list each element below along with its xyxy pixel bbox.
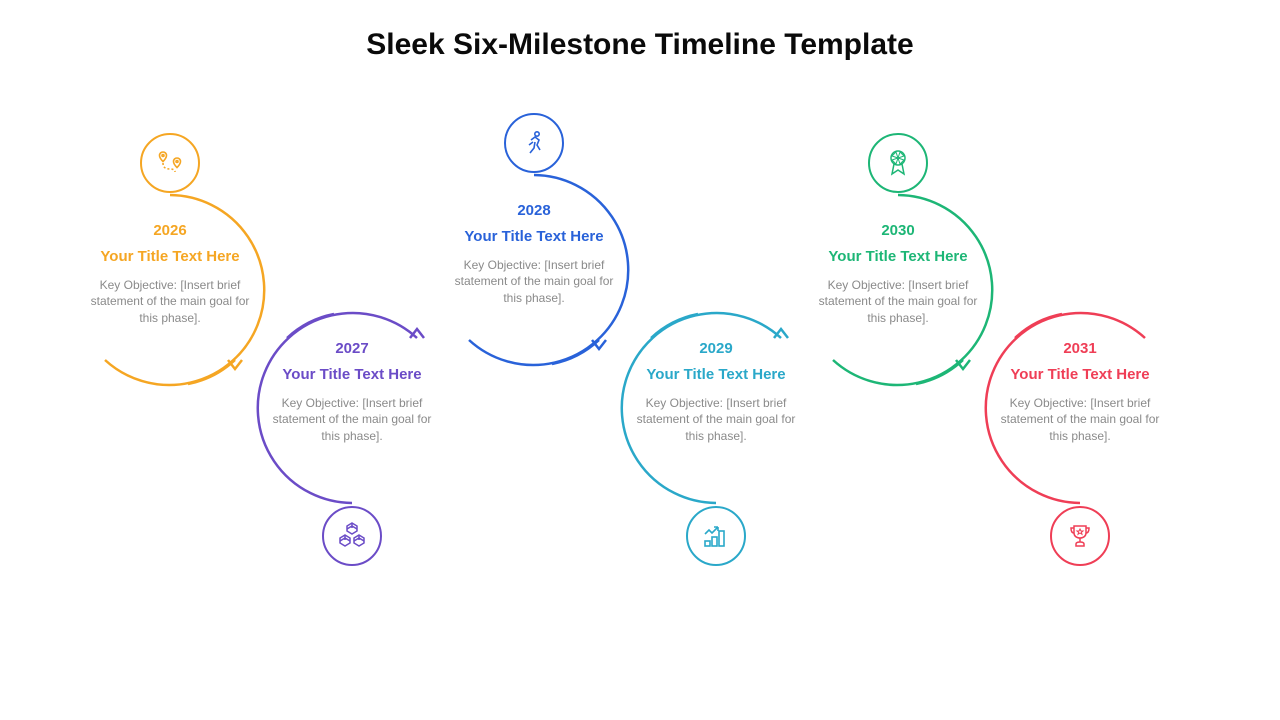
milestone-subtitle: Your Title Text Here bbox=[85, 247, 255, 267]
map-pins-icon bbox=[140, 133, 200, 193]
milestone-year: 2031 bbox=[995, 340, 1165, 357]
ribbon-icon bbox=[868, 133, 928, 193]
milestone-year: 2029 bbox=[631, 340, 801, 357]
milestone-body: Key Objective: [Insert brief statement o… bbox=[267, 395, 437, 445]
milestone-3: 2028 Your Title Text Here Key Objective:… bbox=[449, 202, 619, 307]
milestone-body: Key Objective: [Insert brief statement o… bbox=[995, 395, 1165, 445]
milestone-year: 2028 bbox=[449, 202, 619, 219]
chart-up-icon bbox=[686, 506, 746, 566]
milestone-body: Key Objective: [Insert brief statement o… bbox=[449, 257, 619, 307]
cubes-icon bbox=[322, 506, 382, 566]
milestone-subtitle: Your Title Text Here bbox=[631, 365, 801, 385]
milestone-5: 2030 Your Title Text Here Key Objective:… bbox=[813, 222, 983, 327]
milestone-subtitle: Your Title Text Here bbox=[813, 247, 983, 267]
page-title: Sleek Six-Milestone Timeline Template bbox=[0, 28, 1280, 62]
runner-icon bbox=[504, 113, 564, 173]
milestone-year: 2030 bbox=[813, 222, 983, 239]
arrow-down-5 bbox=[954, 358, 972, 372]
milestone-body: Key Objective: [Insert brief statement o… bbox=[631, 395, 801, 445]
arrow-up-2 bbox=[408, 326, 426, 340]
arrow-down-1 bbox=[226, 358, 244, 372]
milestone-year: 2026 bbox=[85, 222, 255, 239]
milestone-6: 2031 Your Title Text Here Key Objective:… bbox=[995, 340, 1165, 445]
milestone-body: Key Objective: [Insert brief statement o… bbox=[813, 277, 983, 327]
milestone-4: 2029 Your Title Text Here Key Objective:… bbox=[631, 340, 801, 445]
trophy-icon bbox=[1050, 506, 1110, 566]
milestone-subtitle: Your Title Text Here bbox=[267, 365, 437, 385]
milestone-1: 2026 Your Title Text Here Key Objective:… bbox=[85, 222, 255, 327]
milestone-body: Key Objective: [Insert brief statement o… bbox=[85, 277, 255, 327]
milestone-subtitle: Your Title Text Here bbox=[995, 365, 1165, 385]
milestone-subtitle: Your Title Text Here bbox=[449, 227, 619, 247]
arrow-down-3 bbox=[590, 338, 608, 352]
milestone-2: 2027 Your Title Text Here Key Objective:… bbox=[267, 340, 437, 445]
arrow-up-4 bbox=[772, 326, 790, 340]
milestone-year: 2027 bbox=[267, 340, 437, 357]
